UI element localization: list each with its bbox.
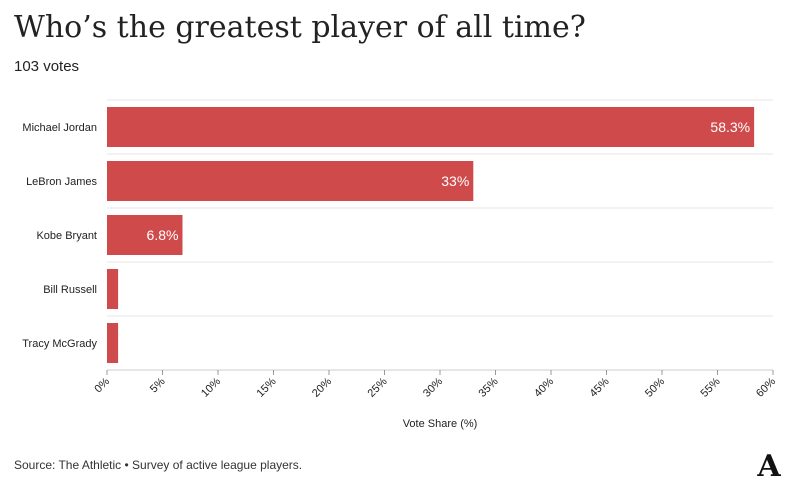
bar	[107, 107, 755, 147]
x-tick-label: 10%	[199, 375, 223, 399]
category-label: LeBron James	[26, 176, 97, 188]
x-axis-title: Vote Share (%)	[403, 418, 478, 430]
vote-count: 103 votes	[14, 58, 80, 75]
category-label: Michael Jordan	[22, 122, 97, 134]
x-tick-label: 50%	[643, 375, 667, 399]
bar	[107, 323, 119, 363]
x-tick-label: 55%	[699, 375, 723, 399]
x-tick-label: 45%	[588, 375, 612, 399]
data-label: 33%	[441, 173, 469, 189]
x-tick-label: 5%	[148, 375, 168, 395]
category-label: Bill Russell	[43, 284, 97, 296]
x-tick-label: 20%	[310, 375, 334, 399]
the-athletic-logo: A	[756, 449, 781, 482]
source-note: Source: The Athletic • Survey of active …	[14, 458, 303, 472]
data-label: 6.8%	[147, 227, 179, 243]
bar-chart: Michael Jordan 58.3% LeBron James 33% Kobe B…	[22, 99, 778, 430]
category-label: Tracy McGrady	[22, 338, 97, 350]
x-tick-label: 25%	[366, 375, 390, 399]
bar	[107, 215, 183, 255]
chart-title: Who’s the greatest player of all time?	[14, 10, 586, 45]
category-label: Kobe Bryant	[36, 230, 97, 242]
svg-text:A: A	[756, 449, 781, 482]
x-tick-label: 0%	[92, 375, 112, 395]
data-label: 58.3%	[710, 119, 750, 135]
x-tick-label: 60%	[754, 375, 778, 399]
x-tick-label: 40%	[532, 375, 556, 399]
x-tick-label: 15%	[255, 375, 279, 399]
bar	[107, 161, 474, 201]
x-tick-label: 35%	[477, 375, 501, 399]
x-tick-label: 30%	[421, 375, 445, 399]
bar	[107, 269, 119, 309]
